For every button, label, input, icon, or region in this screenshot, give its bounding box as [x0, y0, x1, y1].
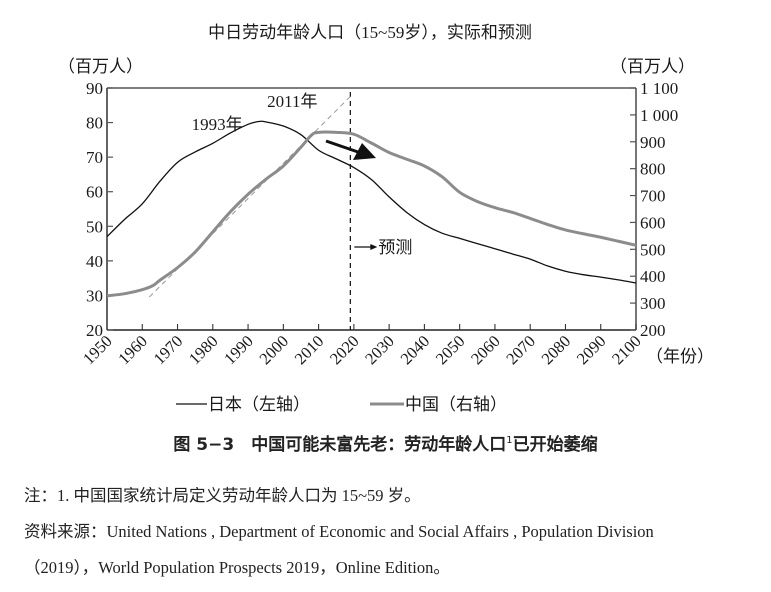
right-axis-tick-label: 1 100 — [640, 79, 678, 98]
decline-arrowhead-icon — [353, 143, 376, 160]
annotation-peak-china: 2011年 — [267, 92, 317, 111]
legend-label-china: 中国（右轴） — [405, 395, 507, 414]
chart: 中日劳动年龄人口（15~59岁），实际和预测 （百万人） （百万人） 20304… — [58, 23, 714, 414]
x-axis-tick-label: 2080 — [538, 331, 575, 368]
x-axis-tick-label: 2090 — [573, 331, 610, 368]
annotation-peak-japan: 1993年 — [192, 115, 243, 134]
plot-frame — [106, 87, 637, 331]
left-axis-ticks: 20 30 40 50 60 70 80 90 — [86, 79, 113, 340]
source-line-2: （2019），World Population Prospects 2019，O… — [24, 558, 450, 577]
left-axis-tick-label: 70 — [86, 148, 103, 167]
x-axis-tick-label: 2070 — [502, 331, 539, 368]
x-axis-tick-label: 2010 — [291, 331, 328, 368]
source-line-1: 资料来源：United Nations , Department of Econ… — [24, 522, 654, 541]
x-axis-label: （年份） — [646, 347, 714, 366]
forecast-arrowhead-icon — [370, 244, 378, 250]
x-axis-tick-label: 2040 — [396, 331, 433, 368]
right-axis-tick-label: 500 — [640, 240, 666, 259]
reference-lines — [148, 92, 354, 330]
footnote: 注：1. 中国国家统计局定义劳动年龄人口为 15~59 岁。 — [24, 486, 421, 505]
right-axis-tick-label: 200 — [640, 321, 666, 340]
legend-label-japan: 日本（左轴） — [208, 395, 310, 414]
left-axis-tick-label: 20 — [86, 321, 103, 340]
x-axis-tick-label: 2020 — [326, 331, 363, 368]
legend: 日本（左轴） 中国（右轴） — [176, 395, 507, 414]
right-axis-tick-label: 300 — [640, 294, 666, 313]
caption-footnote-ref: 1 — [506, 435, 513, 446]
x-axis-tick-label: 1990 — [220, 331, 257, 368]
left-axis-unit-label: （百万人） — [58, 57, 143, 76]
right-axis-tick-label: 900 — [640, 133, 666, 152]
x-axis-tick-label: 1950 — [79, 331, 116, 368]
x-axis-tick-label: 2000 — [255, 331, 292, 368]
left-axis-tick-label: 80 — [86, 114, 103, 133]
x-axis-tick-label: 2060 — [467, 331, 504, 368]
left-axis-tick-label: 40 — [86, 252, 103, 271]
series-layer — [106, 120, 637, 298]
series-line-china — [106, 130, 637, 298]
right-axis-unit-label: （百万人） — [610, 57, 695, 76]
left-axis-tick-label: 30 — [86, 286, 103, 305]
chart-title: 中日劳动年龄人口（15~59岁），实际和预测 — [208, 23, 532, 42]
right-axis-tick-label: 800 — [640, 160, 666, 179]
right-axis-tick-label: 700 — [640, 187, 666, 206]
annotation-forecast: 预测 — [378, 238, 412, 257]
right-axis-tick-label: 1 000 — [640, 106, 678, 125]
caption-suffix: 已开始萎缩 — [512, 435, 598, 455]
left-axis-tick-label: 60 — [86, 183, 103, 202]
series-line-japan — [106, 120, 637, 284]
left-axis-tick-label: 50 — [86, 217, 103, 236]
left-axis-tick-label: 90 — [86, 79, 103, 98]
caption-prefix: 图 5−3 中国可能未富先老：劳动年龄人口 — [173, 435, 507, 455]
right-axis-tick-label: 400 — [640, 267, 666, 286]
right-axis-ticks: 200 300 400 500 600 700 800 900 1 000 1 100 — [630, 79, 678, 340]
x-axis-tick-label: 2030 — [361, 331, 398, 368]
x-axis-tick-label: 1980 — [185, 331, 222, 368]
x-axis-tick-label: 2050 — [432, 331, 469, 368]
right-axis-tick-label: 600 — [640, 213, 666, 232]
x-axis-tick-label: 1960 — [114, 331, 151, 368]
decline-arrow-icon — [325, 139, 359, 154]
x-axis-tick-label: 1970 — [150, 331, 187, 368]
figure-caption: 图 5−3 中国可能未富先老：劳动年龄人口1已开始萎缩 — [0, 430, 771, 455]
